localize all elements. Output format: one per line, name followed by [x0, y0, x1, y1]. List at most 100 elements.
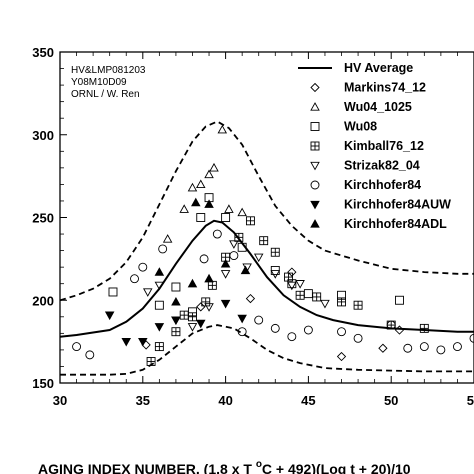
legend-entry-kirchadl: Kirchhofer84ADL — [310, 217, 447, 231]
data-point-wu08-7 — [237, 242, 247, 252]
data-point-kirchauw-7 — [237, 314, 247, 324]
data-point-kirch-10 — [270, 323, 280, 333]
data-point-kimball-13 — [295, 290, 305, 300]
data-point-kirchauw-5 — [195, 319, 206, 329]
legend-entry-kirch: Kirchhofer84 — [310, 178, 421, 192]
data-point-wu04-6 — [217, 124, 228, 134]
data-point-kirch-5 — [199, 254, 209, 264]
x-axis-label-part-a: AGING INDEX NUMBER, (1.8 x T — [38, 461, 256, 474]
data-point-markins-4 — [336, 351, 347, 362]
data-point-kirch-9 — [254, 315, 264, 325]
data-point-wu04-0 — [162, 234, 173, 243]
data-point-kimball-14 — [312, 292, 322, 302]
data-point-kimball-0 — [146, 357, 156, 366]
legend-label-kimball: Kimball76_12 — [344, 139, 424, 153]
data-point-kirch-2 — [130, 274, 139, 284]
ticks-layer: 30 35 40 45 50 55 150 200 250 300 350 — [32, 45, 474, 408]
x-tick-label: 35 — [136, 393, 150, 408]
data-point-kirch-3 — [138, 262, 148, 272]
data-point-kimball-3 — [179, 310, 189, 320]
data-point-kirch-18 — [436, 345, 446, 355]
data-point-markins-3 — [287, 267, 297, 277]
legend-swatch-markins — [310, 82, 320, 93]
data-point-kimball-6 — [207, 280, 217, 290]
data-point-kirch-14 — [353, 333, 363, 343]
data-point-kirch-11 — [287, 332, 297, 342]
data-point-kirchadl-4 — [220, 258, 231, 268]
x-axis-label-part-b: C + 492)(Log t + 20)/10 — [262, 461, 411, 474]
data-point-markins-6 — [394, 325, 405, 335]
data-point-kirch-4 — [158, 244, 168, 254]
legend-swatch-kirchauw — [310, 200, 320, 210]
legend-entry-kirchauw: Kirchhofer84AUW — [310, 198, 451, 212]
data-point-kirchadl-6 — [191, 197, 201, 207]
data-point-strizak-4 — [204, 303, 214, 312]
data-point-kirchauw-1 — [121, 337, 132, 347]
data-point-kimball-11 — [270, 247, 280, 257]
data-point-wu08-9 — [287, 279, 297, 289]
y-tick-label: 150 — [32, 376, 54, 391]
x-tick-label: 50 — [384, 393, 398, 408]
data-point-kirchauw-6 — [220, 299, 231, 309]
data-point-kirch-0 — [72, 342, 82, 352]
data-point-kirch-13 — [337, 327, 346, 337]
upper-bound-line — [60, 120, 474, 302]
curves-layer — [60, 120, 474, 376]
legend-swatch-kirchadl — [310, 219, 320, 228]
data-point-kirchauw-2 — [138, 337, 148, 347]
legend-swatch-wu08 — [310, 122, 320, 131]
annotation-line-1: HV&LMP081203 — [71, 65, 146, 76]
data-point-strizak-10 — [287, 281, 297, 291]
data-point-wu04-2 — [187, 182, 198, 192]
data-point-wu08-12 — [395, 295, 404, 305]
x-tick-label: 40 — [218, 393, 232, 408]
legend-entry-kimball: Kimball76_12 — [310, 139, 424, 153]
data-point-kimball-18 — [419, 323, 429, 333]
points-layer — [72, 124, 474, 366]
legend-label-markins: Markins74_12 — [344, 81, 426, 95]
data-point-kirch-1 — [85, 350, 95, 360]
data-point-kirchauw-3 — [154, 323, 165, 332]
data-point-kirchadl-5 — [240, 265, 251, 275]
legend: HV Average Markins74_12 Wu04_1025 Wu08 Kimba… — [298, 61, 451, 231]
legend-swatch-strizak — [310, 161, 320, 171]
legend-label-avg: HV Average — [344, 61, 413, 75]
legend-label-strizak: Strizak82_04 — [344, 159, 420, 173]
x-axis-label-superscript: o — [256, 459, 262, 470]
data-point-wu04-4 — [204, 169, 214, 179]
data-point-kirch-16 — [403, 343, 413, 353]
legend-label-kirchadl: Kirchhofer84ADL — [344, 217, 447, 231]
data-point-markins-5 — [378, 343, 388, 353]
data-point-kirch-12 — [303, 325, 313, 335]
data-point-kirch-19 — [452, 342, 462, 352]
data-point-kirch-20 — [469, 333, 474, 343]
data-point-kirch-7 — [229, 251, 239, 261]
x-tick-label: 55 — [467, 393, 474, 408]
x-axis-label: AGING INDEX NUMBER, (1.8 x T oC + 492)(L… — [38, 459, 411, 474]
legend-swatch-wu04 — [310, 102, 320, 111]
data-point-kimball-10 — [259, 236, 269, 246]
x-tick-label: 30 — [53, 393, 67, 408]
data-point-strizak-6 — [229, 240, 239, 249]
data-point-wu08-6 — [221, 213, 231, 222]
legend-label-wu08: Wu08 — [344, 120, 377, 134]
data-point-kirchadl-2 — [187, 278, 198, 288]
data-point-kirch-15 — [386, 320, 396, 330]
legend-entry-wu08: Wu08 — [310, 120, 377, 134]
y-tick-label: 300 — [32, 128, 54, 143]
annotation-line-2: Y08M10D09 — [71, 77, 127, 88]
legend-swatch-kimball — [310, 141, 320, 151]
data-point-kimball-5 — [201, 297, 211, 307]
data-point-wu08-2 — [171, 282, 181, 292]
data-point-kirch-17 — [419, 342, 429, 352]
data-point-markins-1 — [196, 302, 206, 312]
data-point-markins-2 — [245, 293, 256, 304]
data-point-kirch-8 — [237, 327, 247, 337]
data-point-kirchadl-7 — [204, 199, 214, 208]
data-point-kimball-2 — [171, 327, 181, 337]
data-point-wu04-7 — [224, 204, 234, 213]
data-point-strizak-1 — [154, 281, 165, 291]
lower-bound-line — [60, 324, 474, 376]
data-point-kimball-15 — [337, 297, 346, 307]
